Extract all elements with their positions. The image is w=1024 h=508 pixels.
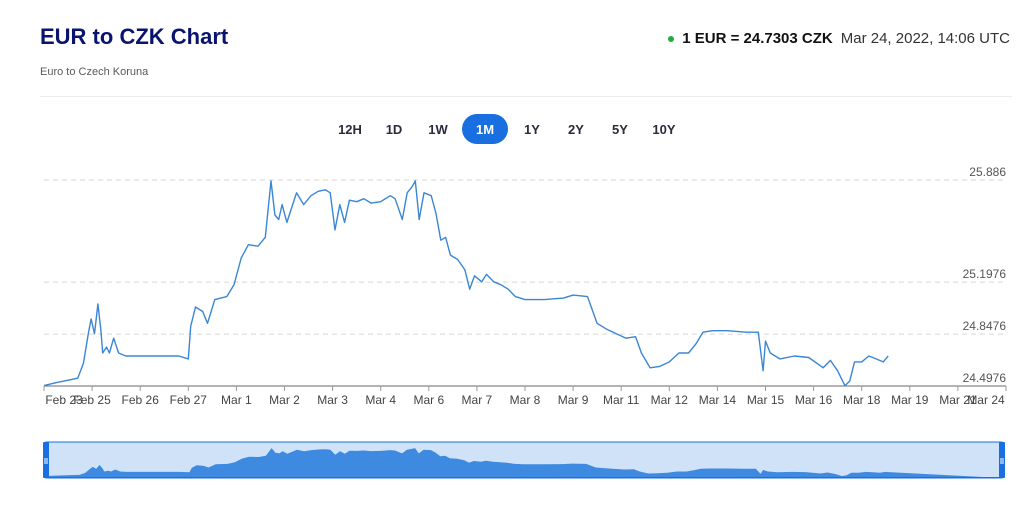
x-tick-label: Feb 27: [170, 393, 208, 407]
x-tick-label: Mar 4: [365, 393, 396, 407]
range-selector: 12H 1D 1W 1M 1Y 2Y 5Y 10Y: [330, 114, 684, 144]
x-tick-label: Mar 6: [413, 393, 444, 407]
range-button-1w[interactable]: 1W: [418, 114, 458, 144]
x-tick-label: Mar 1: [221, 393, 252, 407]
x-tick-label: Mar 12: [651, 393, 689, 407]
x-tick-label: Mar 24: [967, 393, 1005, 407]
range-navigator[interactable]: [0, 436, 1024, 484]
x-tick-label: Mar 8: [510, 393, 541, 407]
page-subtitle: Euro to Czech Koruna: [40, 66, 149, 78]
x-tick-label: Mar 2: [269, 393, 300, 407]
x-tick-label: Mar 9: [558, 393, 589, 407]
y-tick-label: 25.886: [969, 165, 1006, 179]
range-button-1y[interactable]: 1Y: [512, 114, 552, 144]
live-rate: 1 EUR = 24.7303 CZK Mar 24, 2022, 14:06 …: [668, 30, 1010, 47]
x-tick-label: Mar 19: [891, 393, 929, 407]
range-button-1m[interactable]: 1M: [462, 114, 508, 144]
range-button-2y[interactable]: 2Y: [556, 114, 596, 144]
y-tick-label: 24.8476: [963, 319, 1007, 333]
range-button-10y[interactable]: 10Y: [644, 114, 684, 144]
x-tick-label: Mar 21: [939, 393, 977, 407]
page-title: EUR to CZK Chart: [40, 24, 229, 49]
rate-value: 1 EUR = 24.7303 CZK: [682, 30, 833, 47]
x-tick-label: Mar 16: [795, 393, 833, 407]
x-tick-label: Feb 23: [45, 393, 83, 407]
range-button-5y[interactable]: 5Y: [600, 114, 640, 144]
x-tick-label: Feb 26: [122, 393, 160, 407]
x-tick-label: Mar 11: [603, 393, 640, 407]
x-tick-label: Mar 18: [843, 393, 881, 407]
navigator-area: [46, 448, 1002, 478]
header-divider: [40, 96, 1012, 97]
rate-timestamp: Mar 24, 2022, 14:06 UTC: [840, 30, 1010, 47]
y-tick-label: 25.1976: [963, 267, 1007, 281]
x-tick-label: Feb 25: [73, 393, 111, 407]
range-button-1d[interactable]: 1D: [374, 114, 414, 144]
navigator-right-handle[interactable]: [999, 442, 1005, 478]
range-button-12h[interactable]: 12H: [330, 114, 370, 144]
y-tick-label: 24.4976: [963, 371, 1007, 385]
live-indicator-icon: [668, 35, 675, 42]
navigator-baseline: [46, 477, 1002, 478]
eur-czk-line: [43, 180, 889, 387]
x-tick-label: Mar 14: [699, 393, 737, 407]
x-tick-label: Mar 7: [462, 393, 493, 407]
x-tick-label: Mar 3: [317, 393, 348, 407]
x-tick-label: Mar 15: [747, 393, 785, 407]
navigator-left-handle[interactable]: [43, 442, 49, 478]
